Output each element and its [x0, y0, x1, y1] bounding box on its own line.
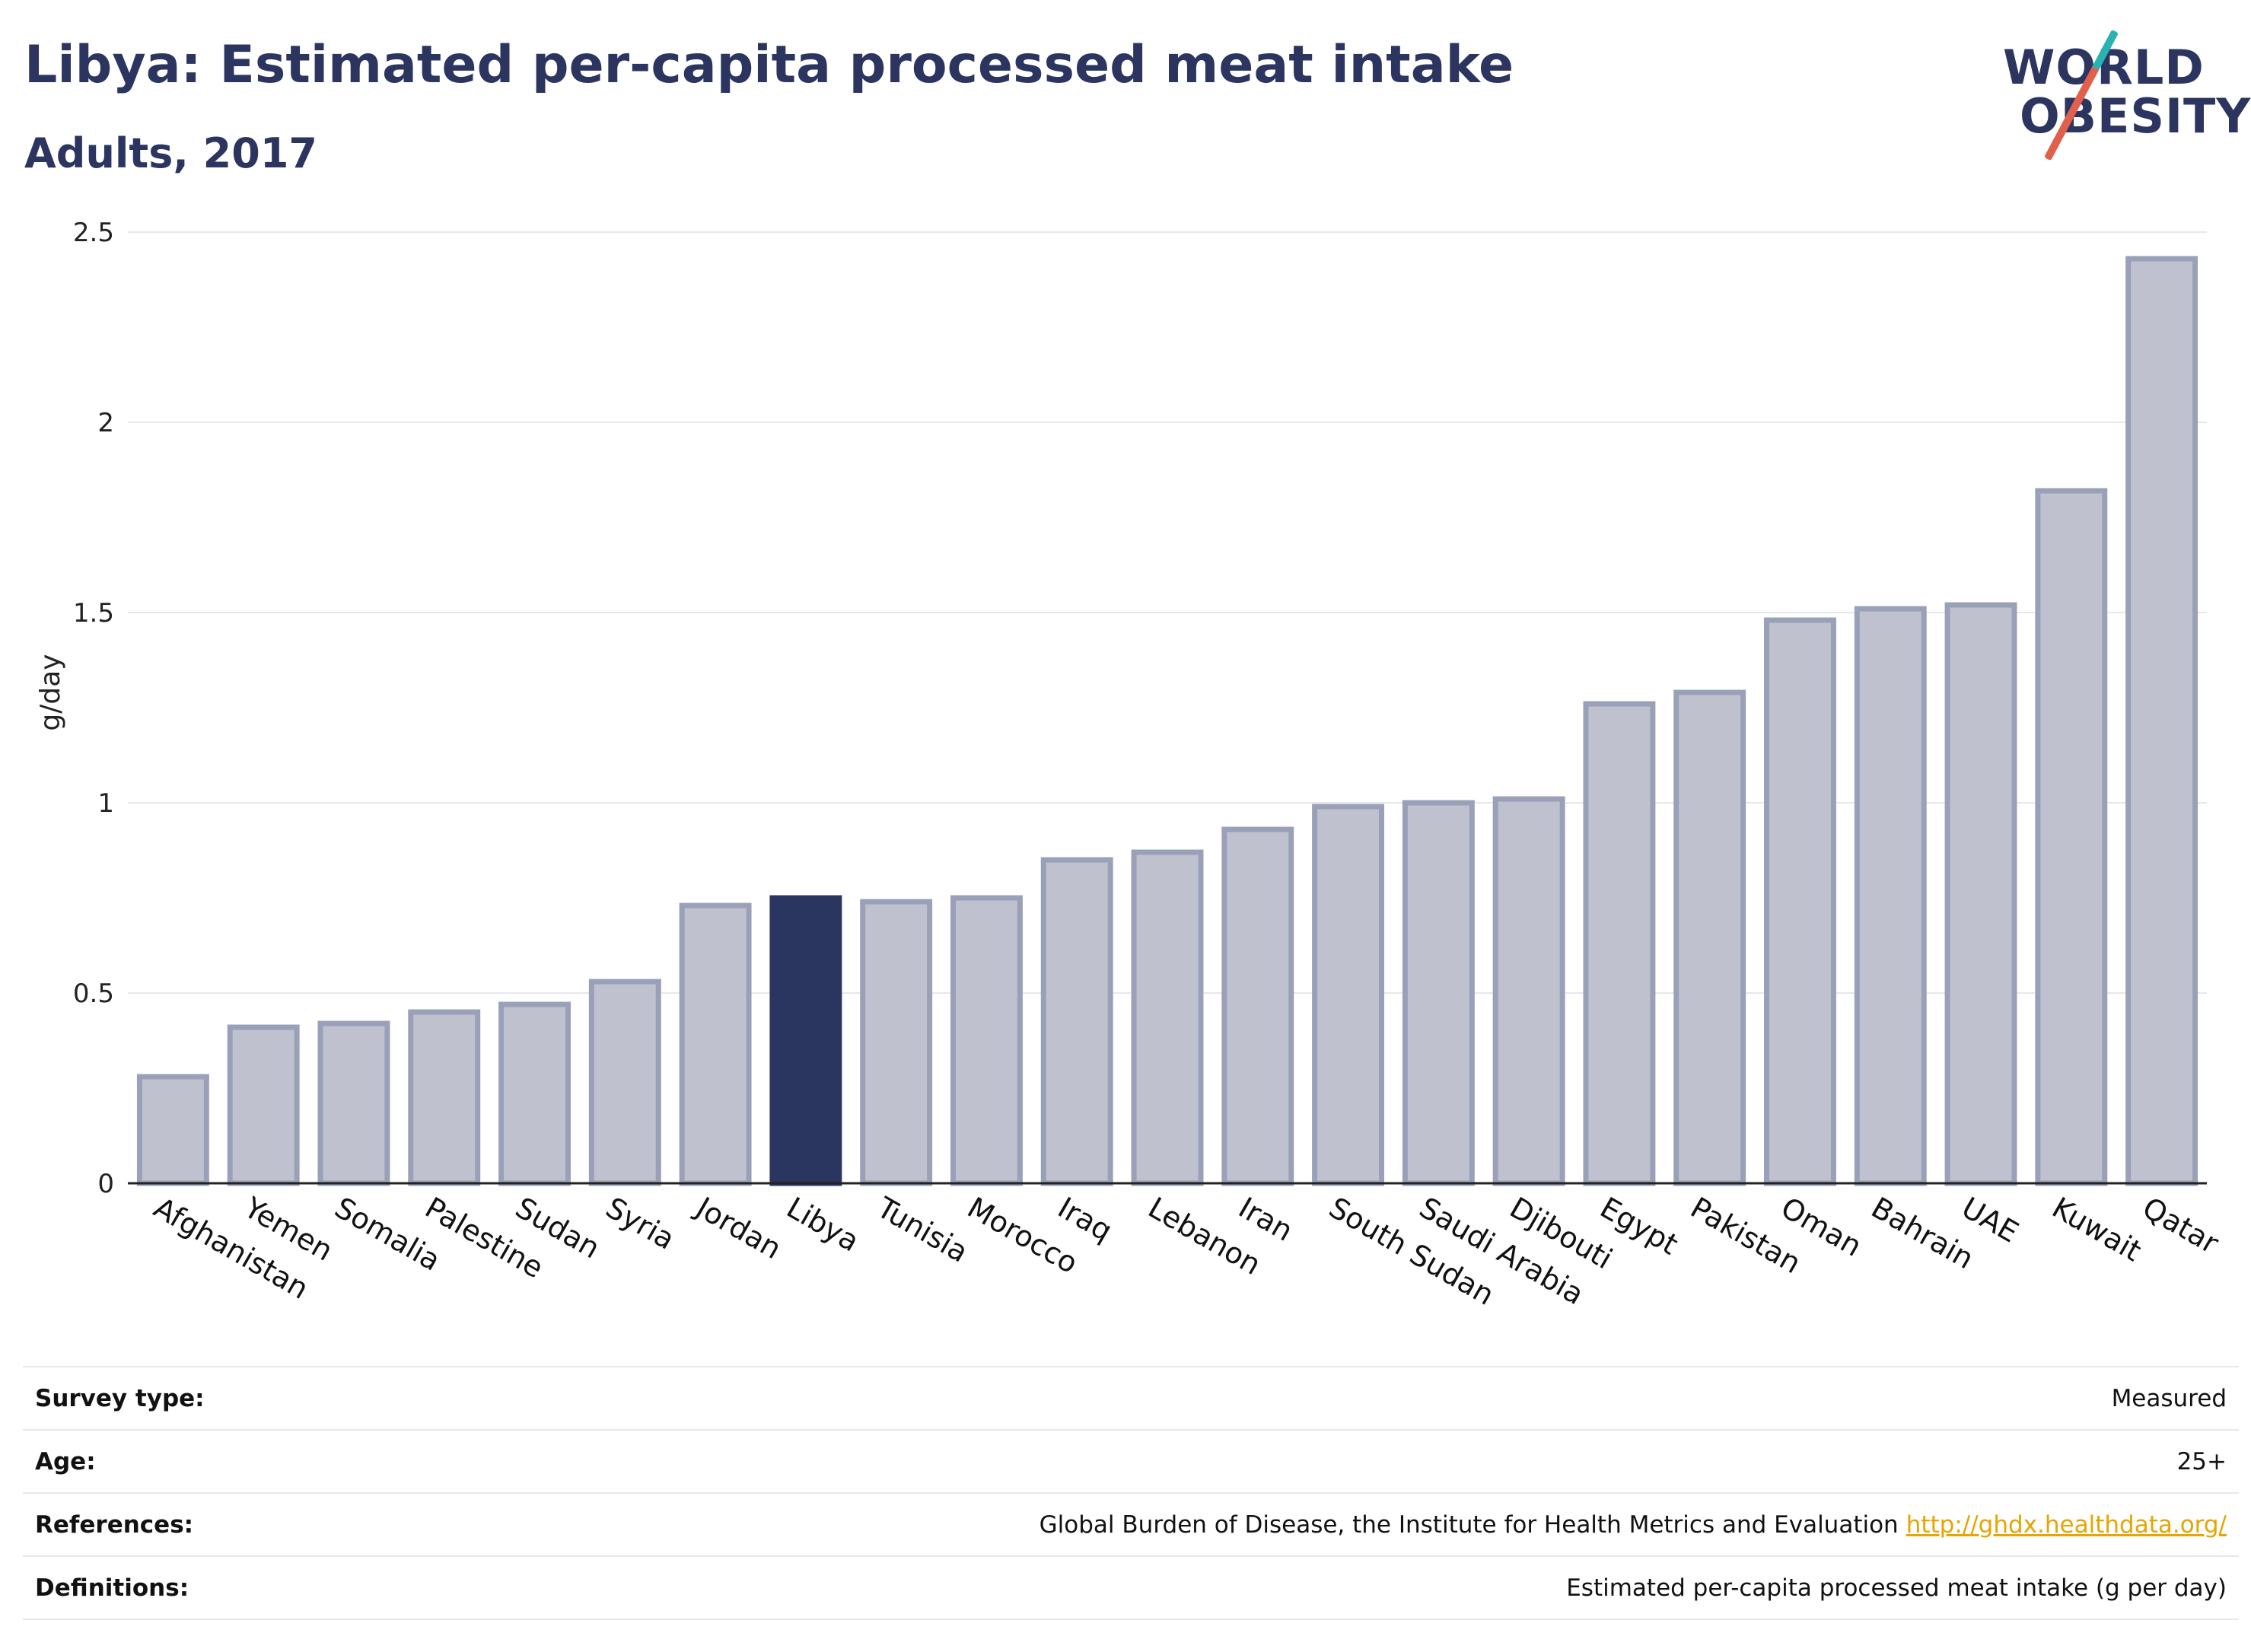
bar-syria — [588, 979, 661, 1186]
world-obesity-logo: WORLD OBESITY — [1986, 23, 2250, 161]
bar-pakistan — [1673, 689, 1746, 1186]
y-tick-label: 0 — [97, 1169, 114, 1199]
metadata-table: Survey type: Measured Age: 25+ Reference… — [23, 1366, 2239, 1620]
bar-iraq — [1040, 857, 1113, 1186]
bar-djibouti — [1492, 796, 1565, 1186]
bar-palestine — [408, 1009, 481, 1186]
meta-label: Definitions: — [35, 1574, 189, 1602]
y-tick-label: 1.5 — [73, 598, 114, 629]
bar-bahrain — [1854, 606, 1927, 1186]
meta-label: Survey type: — [35, 1384, 205, 1412]
x-tick-label: Bahrain — [1866, 1191, 1979, 1276]
reference-link[interactable]: http://ghdx.healthdata.org/ — [1906, 1510, 2227, 1539]
bar-oman — [1764, 617, 1836, 1186]
page-title: Libya: Estimated per-capita processed me… — [24, 35, 1514, 95]
bar-morocco — [950, 895, 1023, 1186]
x-tick-label: Jordan — [689, 1190, 787, 1266]
meta-value: 25+ — [2176, 1447, 2227, 1475]
meta-label: References: — [35, 1510, 194, 1539]
bar-egypt — [1583, 701, 1656, 1186]
bar-lebanon — [1131, 849, 1204, 1186]
bar-afghanistan — [136, 1074, 209, 1186]
y-tick-label: 2.5 — [73, 218, 114, 248]
bar-qatar — [2125, 256, 2198, 1186]
meta-value: Global Burden of Disease, the Institute … — [1039, 1510, 1899, 1539]
meta-value: Estimated per-capita processed meat inta… — [1566, 1574, 2227, 1602]
y-tick-label: 0.5 — [73, 979, 114, 1009]
y-tick-label: 1 — [97, 788, 114, 819]
y-axis-label: g/day — [35, 654, 66, 731]
page-subtitle: Adults, 2017 — [24, 129, 317, 177]
bar-chart: 00.511.522.5g/dayAfghanistanYemenSomalia… — [35, 218, 2224, 1312]
meta-label: Age: — [35, 1447, 96, 1475]
meta-row-survey-type: Survey type: Measured — [23, 1366, 2239, 1429]
meta-row-references: References: Global Burden of Disease, th… — [23, 1492, 2239, 1555]
x-tick-label: Kuwait — [2046, 1191, 2147, 1268]
meta-value-wrap: Global Burden of Disease, the Institute … — [1040, 1511, 2227, 1539]
bar-saudi-arabia — [1402, 800, 1475, 1186]
bar-uae — [1944, 602, 2017, 1186]
bar-iran — [1221, 826, 1294, 1186]
x-tick-label: Qatar — [2137, 1191, 2224, 1261]
bar-somalia — [317, 1020, 390, 1186]
y-tick-label: 2 — [97, 408, 114, 438]
bar-libya — [769, 895, 842, 1186]
x-tick-label: Syria — [600, 1191, 680, 1256]
bar-tunisia — [860, 899, 933, 1186]
bar-jordan — [679, 902, 752, 1186]
meta-row-definitions: Definitions: Estimated per-capita proces… — [23, 1555, 2239, 1620]
meta-value: Measured — [2111, 1384, 2227, 1412]
bars — [136, 256, 2198, 1186]
x-tick-label: Libya — [781, 1191, 864, 1259]
meta-row-age: Age: 25+ — [23, 1429, 2239, 1492]
bar-kuwait — [2035, 488, 2108, 1186]
bar-south-sudan — [1312, 804, 1385, 1186]
bar-sudan — [498, 1001, 571, 1186]
x-tick-label: Tunisia — [871, 1190, 973, 1269]
bar-yemen — [227, 1024, 300, 1186]
